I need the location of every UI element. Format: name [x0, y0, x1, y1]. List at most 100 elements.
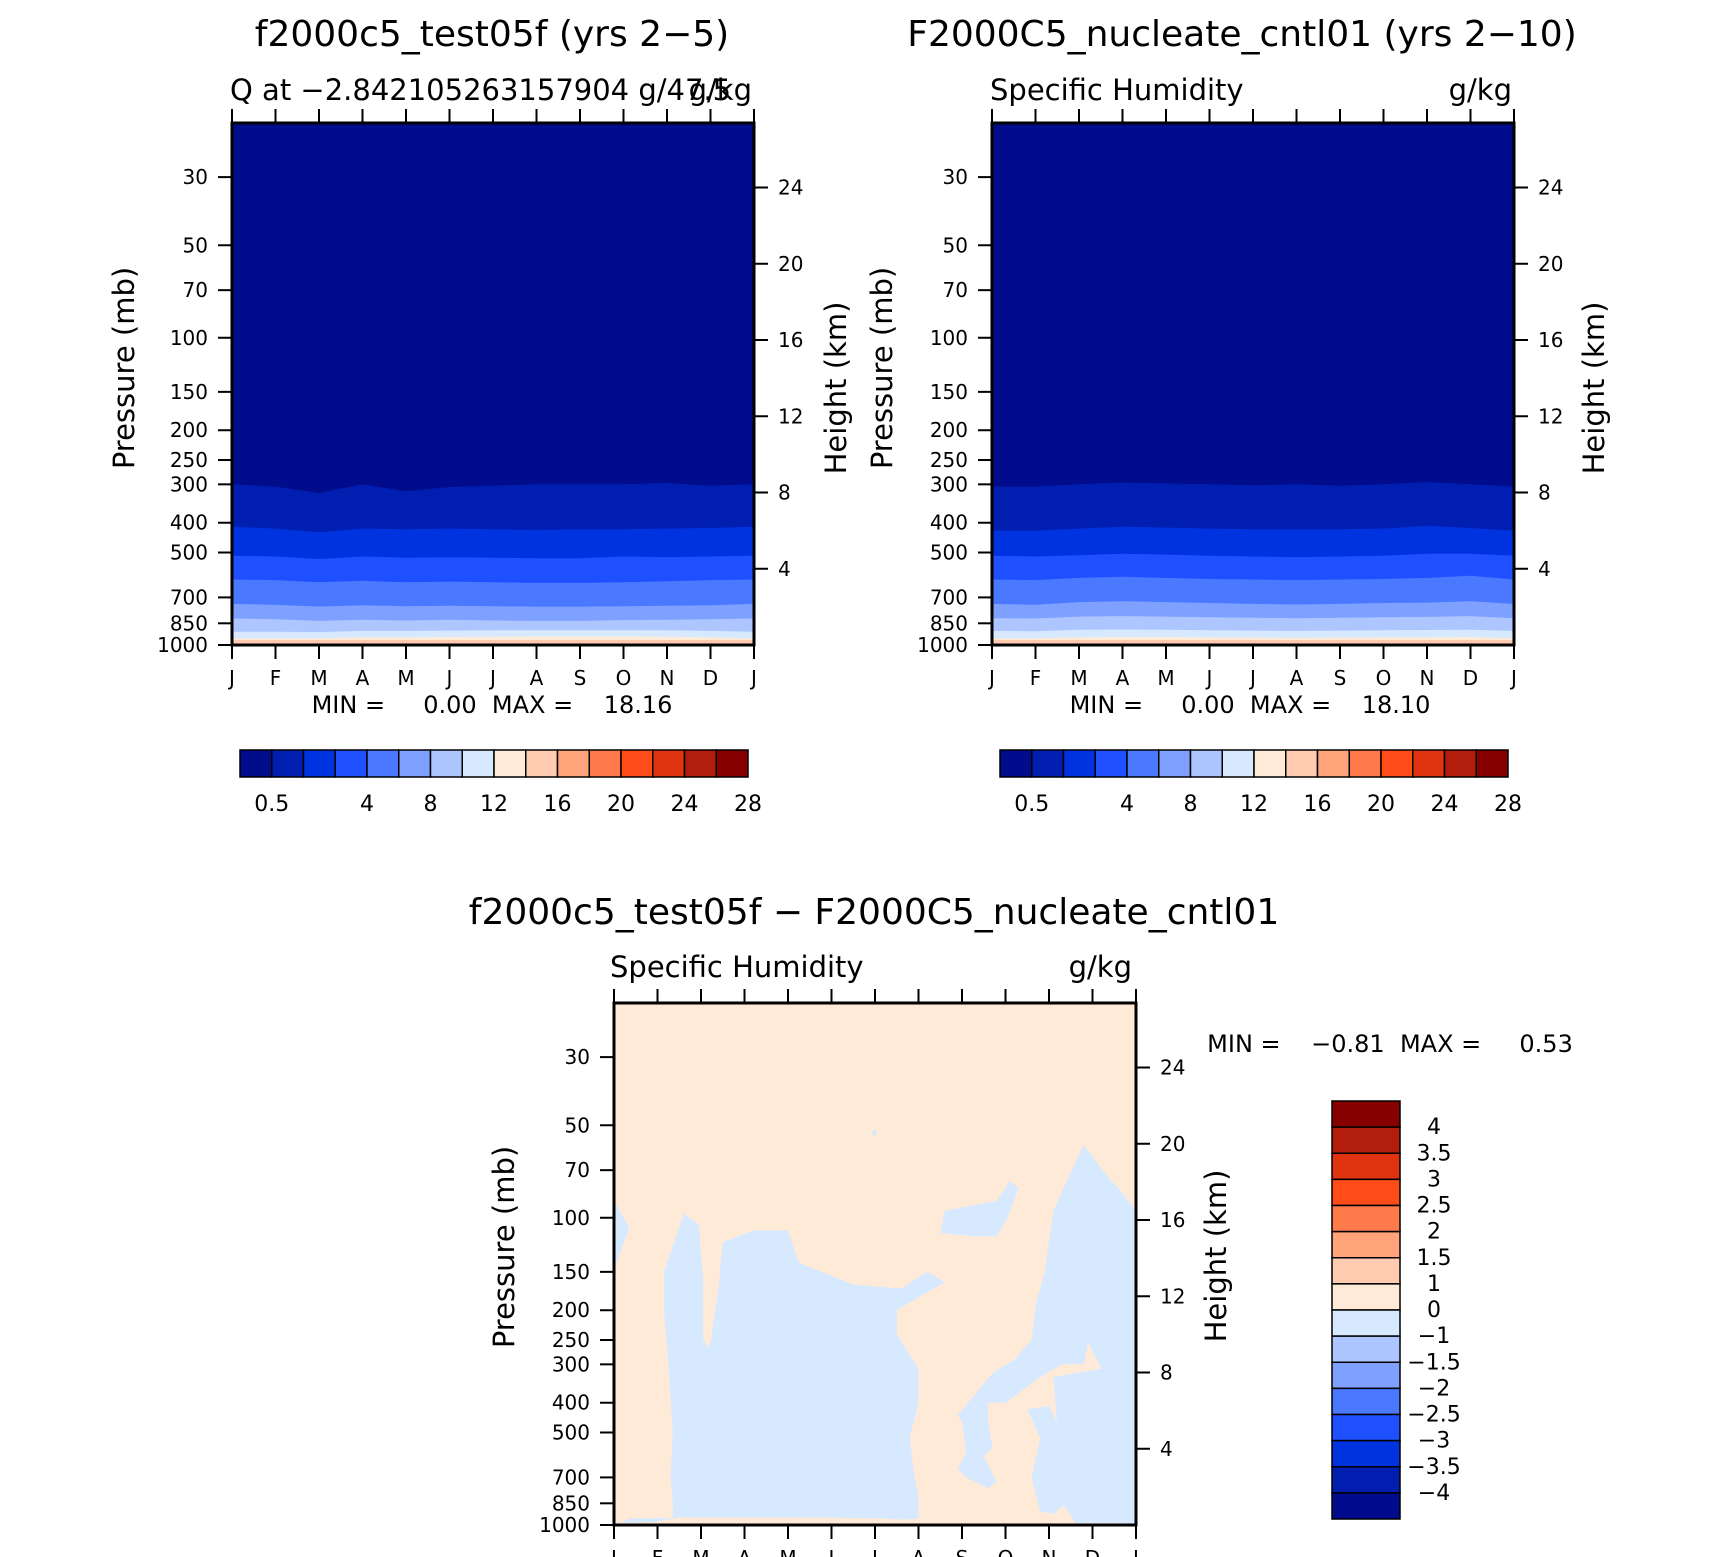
- panel-title: f2000c5_test05f − F2000C5_nucleate_cntl0…: [469, 892, 1279, 933]
- y-tick-label-right: 4: [1538, 557, 1551, 581]
- x-tick-label: M: [779, 1546, 796, 1557]
- colorbar-label: 0.5: [1014, 792, 1049, 817]
- y-tick-label: 250: [552, 1328, 590, 1352]
- colorbar-swatch: [999, 749, 1033, 778]
- colorbar-swatch: [1031, 749, 1065, 778]
- y-axis-label-right: Height (km): [1577, 302, 1611, 475]
- colorbar-swatch: [525, 749, 559, 778]
- colorbar-label: 20: [1367, 792, 1395, 817]
- colorbar-label: 24: [1431, 792, 1459, 817]
- x-tick-label: J: [1509, 666, 1517, 690]
- y-tick-label-right: 12: [1538, 404, 1563, 428]
- colorbar-label: −1.5: [1407, 1350, 1460, 1375]
- y-axis-label-right: Height (km): [1199, 1170, 1233, 1343]
- colorbar-swatch: [1094, 749, 1128, 778]
- colorbar-swatch: [1331, 1466, 1401, 1494]
- colorbar-swatch: [1331, 1335, 1401, 1363]
- colorbar-swatch: [1331, 1204, 1401, 1233]
- colorbar-swatch: [1189, 749, 1223, 778]
- x-tick-label: S: [956, 1546, 969, 1557]
- panel-difference: f2000c5_test05f − F2000C5_nucleate_cntl0…: [469, 892, 1573, 1557]
- panel-right-string: g/kg: [1449, 73, 1512, 107]
- x-tick-label: J: [987, 666, 995, 690]
- colorbar-label: −4: [1418, 1481, 1450, 1506]
- colorbar-swatch: [1062, 749, 1096, 778]
- y-tick-label: 100: [930, 326, 968, 350]
- colorbar-label: 8: [424, 792, 438, 817]
- y-tick-label: 400: [552, 1391, 590, 1415]
- x-tick-label: A: [912, 1546, 926, 1557]
- colorbar-swatch: [1412, 749, 1446, 778]
- colorbar-swatch: [334, 749, 368, 778]
- y-tick-label: 300: [930, 472, 968, 496]
- colorbar-label: 4: [360, 792, 374, 817]
- colorbar-label: −2.5: [1407, 1403, 1460, 1428]
- y-tick-label: 200: [552, 1298, 590, 1322]
- x-tick-label: O: [616, 666, 632, 690]
- x-tick-label: J: [1131, 1546, 1139, 1557]
- y-tick-label-right: 20: [1160, 1132, 1185, 1156]
- y-tick-label-right: 24: [1538, 176, 1563, 200]
- y-axis-label: Pressure (mb): [865, 267, 899, 469]
- y-tick-label: 50: [943, 233, 968, 257]
- y-tick-label-right: 8: [1160, 1361, 1173, 1385]
- colorbar-swatch: [1331, 1387, 1401, 1416]
- y-tick-label-right: 20: [778, 252, 803, 276]
- y-tick-label: 200: [930, 418, 968, 442]
- colorbar-label: 12: [480, 792, 508, 817]
- x-tick-label: N: [1042, 1546, 1057, 1557]
- y-tick-label: 400: [170, 511, 208, 535]
- colorbar-swatch: [1331, 1230, 1401, 1259]
- y-tick-label-right: 12: [778, 404, 803, 428]
- colorbar-swatch: [1331, 1257, 1401, 1285]
- x-tick-label: A: [530, 666, 544, 690]
- x-tick-label: O: [1376, 666, 1392, 690]
- colorbar-swatch: [1331, 1100, 1401, 1128]
- colorbar-label: 16: [544, 792, 572, 817]
- colorbar-label: −1: [1418, 1324, 1450, 1349]
- contour-negative-region: [870, 1130, 878, 1138]
- panel-right-string: g/kg: [689, 73, 752, 107]
- panel-left-string: Q at −2.842105263157904 g/47.5: [230, 73, 731, 107]
- y-tick-label: 300: [552, 1352, 590, 1376]
- y-tick-label-right: 20: [1538, 252, 1563, 276]
- colorbar-swatch: [1331, 1413, 1401, 1442]
- y-tick-label-right: 24: [778, 176, 803, 200]
- panel-right-string: g/kg: [1069, 950, 1132, 984]
- x-tick-label: M: [397, 666, 414, 690]
- y-tick-label: 300: [170, 472, 208, 496]
- x-tick-label: A: [356, 666, 370, 690]
- colorbar-label: 28: [734, 792, 762, 817]
- x-tick-label: O: [998, 1546, 1014, 1557]
- colorbar-swatch: [1331, 1152, 1401, 1181]
- y-tick-label: 1000: [539, 1513, 590, 1537]
- colorbar-swatch: [1253, 749, 1287, 778]
- y-tick-label-right: 16: [1538, 328, 1563, 352]
- y-tick-label: 700: [552, 1465, 590, 1489]
- x-tick-label: J: [609, 1546, 617, 1557]
- y-tick-label: 500: [930, 541, 968, 565]
- x-tick-label: M: [1070, 666, 1087, 690]
- y-tick-label: 100: [552, 1206, 590, 1230]
- x-tick-label: D: [1463, 666, 1478, 690]
- y-tick-label-right: 12: [1160, 1284, 1185, 1308]
- x-tick-label: J: [227, 666, 235, 690]
- x-tick-label: J: [1205, 666, 1213, 690]
- y-tick-label: 150: [552, 1260, 590, 1284]
- y-tick-label: 700: [170, 585, 208, 609]
- y-tick-label: 850: [170, 611, 208, 635]
- y-tick-label: 850: [552, 1491, 590, 1515]
- colorbar: 0.5 4 8 12 16 20 24 28: [239, 749, 762, 817]
- min-max-stats: MIN = 0.00 MAX = 18.10: [1070, 691, 1431, 719]
- y-tick-label: 700: [930, 585, 968, 609]
- x-tick-label: F: [652, 1546, 664, 1557]
- x-tick-label: J: [488, 666, 496, 690]
- panel-left-string: Specific Humidity: [610, 950, 864, 984]
- colorbar-label: 1: [1427, 1272, 1441, 1297]
- x-tick-label: M: [1157, 666, 1174, 690]
- y-tick-label: 500: [170, 541, 208, 565]
- panel-left-string: Specific Humidity: [990, 73, 1244, 107]
- y-tick-label: 150: [170, 380, 208, 404]
- y-axis-label-right: Height (km): [819, 302, 853, 475]
